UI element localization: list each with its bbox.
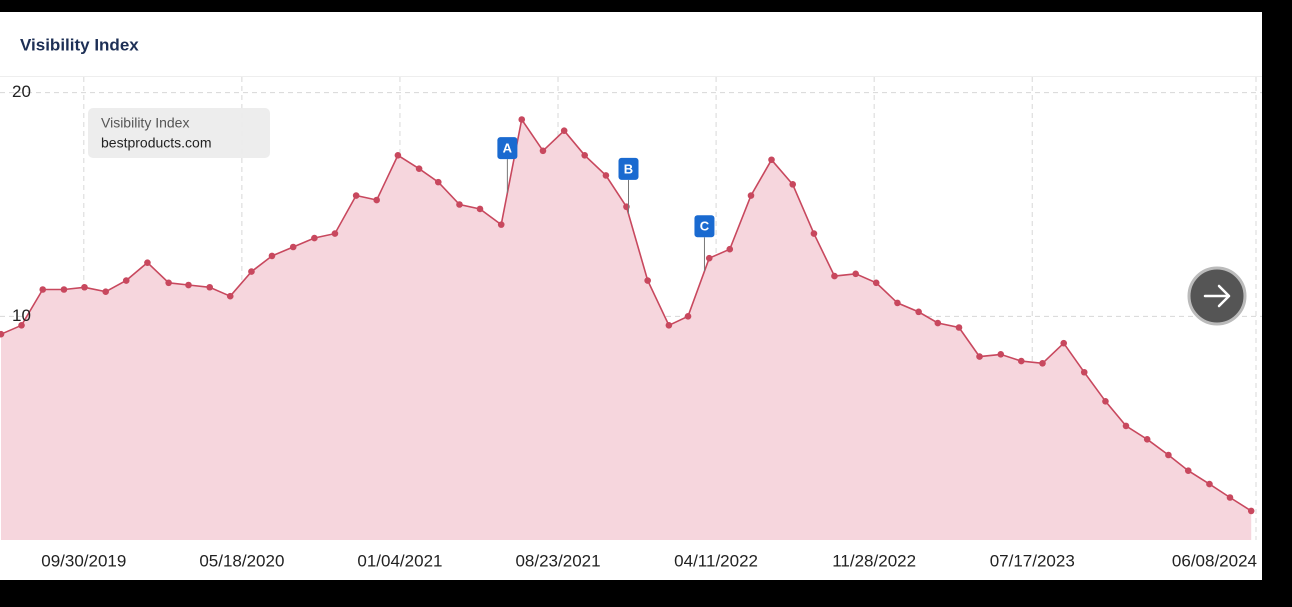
point [934,319,942,327]
point [226,292,234,300]
area [1,119,1252,540]
point [122,277,130,284]
point [852,270,859,278]
point [560,127,568,134]
x-tick-label: 09/30/2019 [41,551,126,570]
point [415,165,423,173]
x-tick-label: 06/08/2024 [1172,551,1257,570]
point [1080,368,1088,376]
point [955,324,963,331]
point [268,252,276,260]
legend-title: Visibility Index [101,115,189,131]
point [997,351,1005,358]
point [1184,467,1192,474]
chart: Visibility Index A B C Visibility Index be… [0,35,1262,570]
point [352,192,360,199]
point [684,313,692,320]
x-tick-label: 05/18/2020 [199,551,284,570]
point [1165,451,1172,459]
point [768,156,775,164]
point [0,330,5,338]
point [1226,494,1234,501]
point [434,178,442,186]
point [1247,507,1255,515]
point [665,321,673,329]
point [102,288,109,296]
annotation-flag [694,215,715,238]
point [976,353,983,360]
x-tick-label: 11/28/2022 [832,551,916,570]
point [206,283,214,291]
annotation-flag [497,137,518,160]
arrow-icon[interactable] [1203,284,1231,308]
y-tick-label: 20 [12,82,31,101]
annotation-label: B [624,161,633,176]
point [602,172,610,179]
point [476,205,484,213]
point [456,201,463,208]
chart-title: Visibility Index [20,35,139,54]
point [81,283,88,291]
point [581,151,589,159]
point [1206,480,1213,488]
point [1060,339,1068,347]
point [60,286,68,293]
point [810,230,818,237]
point [915,308,922,316]
point [831,272,838,280]
point [165,279,172,287]
legend-entry: bestproducts.com [101,135,212,151]
point [311,234,318,242]
point [289,243,297,251]
point [331,230,339,237]
x-tick-label: 01/04/2021 [357,551,442,570]
point [497,221,505,228]
point [248,268,255,275]
point [726,245,734,253]
x-tick-label: 07/17/2023 [990,551,1075,570]
annotation-label: A [503,141,513,156]
point [539,147,547,155]
point [894,299,901,307]
y-tick-label: 10 [12,306,31,325]
chart-card: Visibility Index A B C Visibility Index be… [0,12,1262,580]
point [747,192,755,199]
point [39,286,47,293]
point [872,279,880,287]
annotation-flag [618,157,639,180]
point [373,196,380,204]
point [185,281,192,289]
next-button[interactable] [1187,266,1247,326]
point [1039,359,1046,367]
x-tick-label: 08/23/2021 [515,551,600,570]
plot: A B C [0,77,1262,540]
legend-box [88,108,270,158]
point [705,254,713,262]
point [1102,398,1109,405]
annotation-label: C [700,219,710,234]
point [644,277,651,284]
point [394,151,402,159]
point [1017,357,1025,365]
point [144,259,151,266]
point [789,181,797,188]
x-tick-label: 04/11/2022 [674,551,758,570]
point [1122,422,1130,430]
point [1143,436,1151,443]
point [518,116,526,123]
point [18,321,25,329]
